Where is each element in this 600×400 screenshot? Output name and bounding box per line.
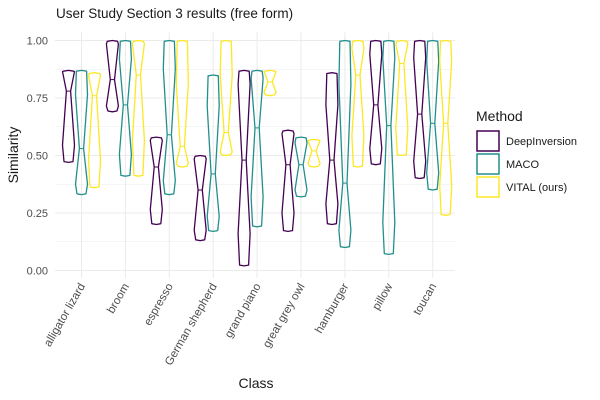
violin-1-2 (162, 39, 176, 196)
violin-1-0 (74, 69, 89, 196)
legend-key (476, 130, 500, 152)
violin-1-4 (250, 69, 264, 228)
violin-2-6 (351, 39, 365, 168)
violin-1-8 (426, 39, 440, 191)
violin-1-7 (382, 39, 396, 256)
y-axis-ticks: 0.00 0.25 0.50 0.75 1.00 (27, 36, 48, 278)
y-tick-label: 0.25 (27, 208, 48, 220)
chart-title: User Study Section 3 results (free form) (56, 6, 293, 21)
violin-2-2 (175, 39, 189, 168)
violin-1-6 (338, 39, 352, 249)
legend-label: DeepInversion (506, 136, 577, 148)
violin-2-8 (439, 39, 453, 216)
violin-0-1 (105, 39, 120, 113)
violin-1-1 (118, 39, 133, 177)
violin-0-4 (237, 69, 251, 267)
violin-2-3 (219, 39, 233, 157)
y-tick-label: 0.50 (27, 151, 48, 163)
violin-0-7 (369, 39, 383, 166)
violin-0-0 (61, 69, 76, 164)
x-axis-label: Class (238, 375, 273, 391)
violin-0-8 (413, 39, 427, 180)
violin-0-3 (193, 154, 207, 242)
y-tick-label: 0.75 (27, 93, 48, 105)
violin-0-5 (281, 129, 295, 233)
violins (61, 39, 453, 267)
legend: Method DeepInversion MACO VITAL (ours) (476, 108, 577, 198)
legend-label: VITAL (ours) (506, 182, 567, 194)
legend-title: Method (476, 108, 523, 124)
y-tick-label: 1.00 (27, 36, 48, 48)
violin-1-3 (206, 74, 220, 233)
violin-0-6 (325, 72, 339, 226)
violin-1-5 (294, 136, 308, 198)
y-tick-label: 0.00 (27, 266, 48, 278)
violin-2-0 (87, 72, 102, 189)
y-axis-label: Similarity (5, 127, 21, 184)
legend-label: MACO (506, 159, 539, 171)
violin-2-4 (263, 69, 277, 97)
violin-2-5 (307, 138, 321, 168)
legend-key (476, 176, 500, 198)
legend-key (476, 153, 500, 175)
violin-0-2 (149, 136, 163, 226)
violin-2-7 (395, 39, 409, 157)
violin-2-1 (131, 39, 146, 177)
